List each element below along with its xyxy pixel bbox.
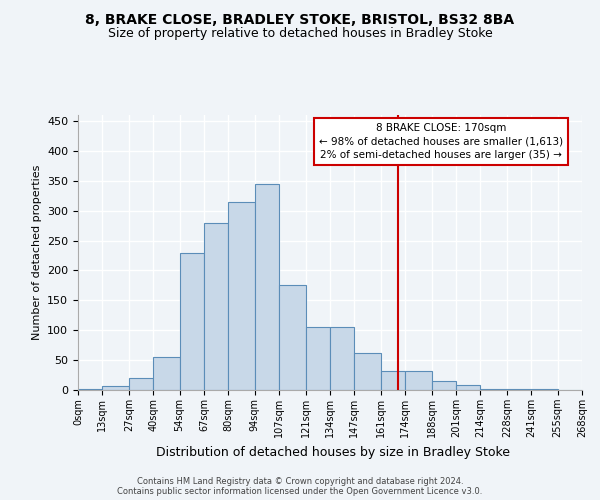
- Bar: [381, 371, 405, 390]
- Text: Distribution of detached houses by size in Bradley Stoke: Distribution of detached houses by size …: [156, 446, 510, 459]
- Y-axis label: Number of detached properties: Number of detached properties: [32, 165, 41, 340]
- Bar: [305, 327, 330, 390]
- Bar: [330, 327, 355, 390]
- Bar: [279, 286, 305, 390]
- Bar: [405, 371, 431, 390]
- Bar: [78, 389, 103, 390]
- Bar: [431, 381, 456, 390]
- Bar: [229, 202, 255, 390]
- Text: Contains public sector information licensed under the Open Government Licence v3: Contains public sector information licen…: [118, 486, 482, 496]
- Bar: [179, 252, 204, 390]
- Text: 8, BRAKE CLOSE, BRADLEY STOKE, BRISTOL, BS32 8BA: 8, BRAKE CLOSE, BRADLEY STOKE, BRISTOL, …: [85, 12, 515, 26]
- Bar: [355, 353, 381, 390]
- Text: Contains HM Land Registry data © Crown copyright and database right 2024.: Contains HM Land Registry data © Crown c…: [137, 476, 463, 486]
- Bar: [481, 389, 507, 390]
- Bar: [129, 378, 153, 390]
- Text: Size of property relative to detached houses in Bradley Stoke: Size of property relative to detached ho…: [107, 28, 493, 40]
- Bar: [456, 385, 481, 390]
- Bar: [103, 386, 129, 390]
- Text: 8 BRAKE CLOSE: 170sqm
← 98% of detached houses are smaller (1,613)
2% of semi-de: 8 BRAKE CLOSE: 170sqm ← 98% of detached …: [319, 123, 563, 160]
- Bar: [204, 222, 229, 390]
- Bar: [153, 357, 179, 390]
- Bar: [255, 184, 279, 390]
